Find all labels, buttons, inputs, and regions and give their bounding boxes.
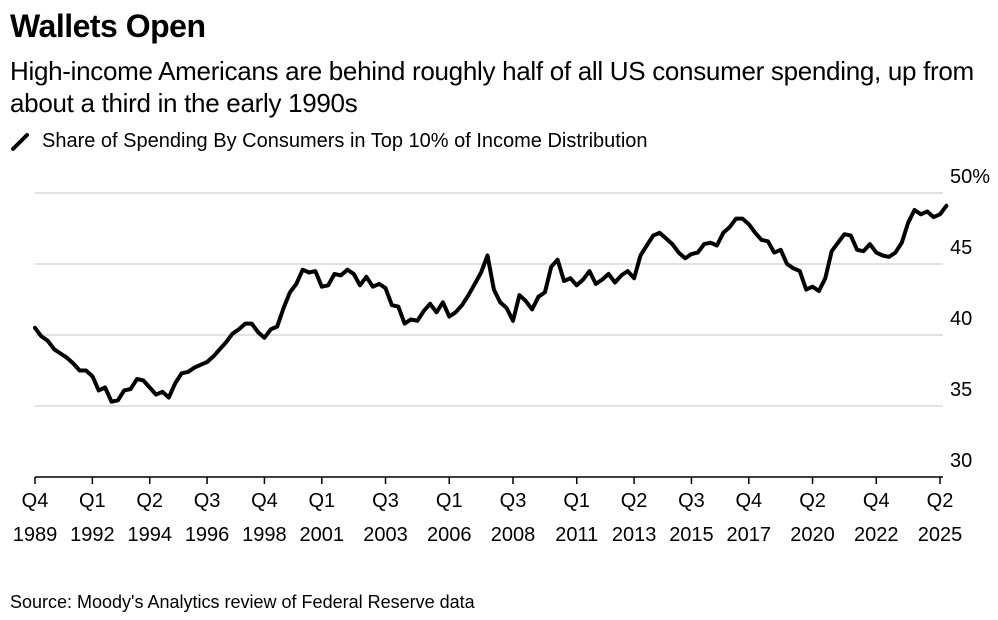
x-tick-quarter-label: Q3: [194, 490, 221, 512]
x-tick-quarter-label: Q3: [372, 490, 399, 512]
x-tick-quarter-label: Q4: [863, 490, 890, 512]
x-tick-quarter-label: Q2: [927, 490, 954, 512]
x-tick-quarter-label: Q4: [251, 490, 278, 512]
x-tick-year-label: 1992: [70, 524, 115, 546]
x-tick-quarter-label: Q1: [308, 490, 335, 512]
x-tick-year-label: 2020: [790, 524, 835, 546]
x-tick-year-label: 2017: [727, 524, 772, 546]
chart-subtitle: High-income Americans are behind roughly…: [10, 56, 974, 118]
x-tick-quarter-label: Q1: [436, 490, 463, 512]
x-tick-year-label: 2015: [669, 524, 714, 546]
x-tick-quarter-label: Q1: [563, 490, 590, 512]
chart-title: Wallets Open: [10, 8, 206, 44]
legend: Share of Spending By Consumers in Top 10…: [10, 130, 648, 153]
x-axis: Q4 1989 Q1 1992 Q2 1994 Q3 1996 Q4 1998 Q1 2001 Q3 20…: [13, 476, 963, 546]
x-tick-quarter-label: Q4: [22, 490, 49, 512]
source-note: Source: Moody's Analytics review of Fede…: [10, 592, 475, 612]
y-tick-label: 45: [950, 237, 972, 259]
series-layer: [33, 203, 949, 404]
gridlines: [35, 192, 943, 407]
x-tick-year-label: 2025: [918, 524, 963, 546]
x-tick-quarter-label: Q3: [500, 490, 527, 512]
legend-line-swatch-icon: [11, 132, 29, 151]
x-tick-quarter-label: Q2: [136, 490, 163, 512]
x-tick-year-label: 2006: [427, 524, 472, 546]
y-tick-label: 35: [950, 379, 972, 401]
x-tick-year-label: 2011: [555, 524, 598, 546]
x-tick-quarter-label: Q2: [621, 490, 648, 512]
series-line: [33, 203, 949, 404]
y-tick-label: 40: [950, 308, 972, 330]
x-tick-year-label: 1994: [127, 524, 172, 546]
line-chart: 30 35 40 45 50% Q4 1989 Q1 1992 Q2 1994 Q3 1996 Q4 19…: [13, 166, 990, 546]
x-tick-year-label: 1998: [242, 524, 287, 546]
x-tick-quarter-label: Q1: [79, 490, 106, 512]
y-axis-tick-labels: 30 35 40 45 50%: [950, 166, 990, 472]
x-tick-year-label: 2013: [612, 524, 657, 546]
x-tick-year-label: 1996: [185, 524, 230, 546]
x-tick-quarter-label: Q3: [678, 490, 705, 512]
x-tick-year-label: 2008: [491, 524, 536, 546]
x-tick-quarter-label: Q4: [735, 490, 762, 512]
y-tick-label: 30: [950, 450, 972, 472]
x-tick-year-label: 2022: [854, 524, 899, 546]
x-tick-quarter-label: Q2: [799, 490, 826, 512]
legend-label: Share of Spending By Consumers in Top 10…: [42, 130, 648, 152]
y-tick-label: 50%: [950, 166, 990, 188]
x-tick-year-label: 1989: [13, 524, 58, 546]
x-tick-year-label: 2003: [363, 524, 408, 546]
x-tick-year-label: 2001: [300, 524, 345, 546]
